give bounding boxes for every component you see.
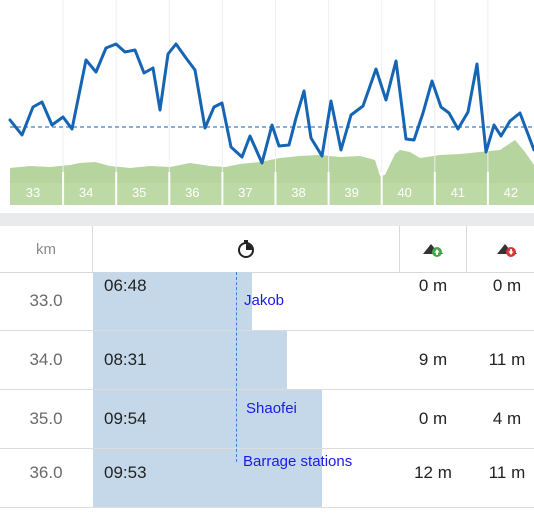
ascent-icon [423,244,443,257]
average-time-marker [236,272,237,462]
chart-canvas: 33 34 35 36 37 38 39 40 41 42 [8,0,534,205]
descent-cell: 4 m [492,409,522,428]
poi-label[interactable]: Shaofei [246,400,297,417]
km-tick-label: 37 [238,185,252,200]
time-cell: 08:31 [104,350,147,369]
header-divider [399,226,400,272]
table-row[interactable]: 36.0 09:53 Barrage stations 12 m 11 m [0,449,534,508]
header-km: km [36,240,56,258]
km-tick-label: 38 [291,185,305,200]
section-divider [0,213,534,226]
km-separator [327,172,330,205]
pace-elevation-chart[interactable]: 33 34 35 36 37 38 39 40 41 42 [0,0,534,213]
ascent-cell: 9 m [418,350,448,369]
table-header: km [0,226,534,273]
km-cell: 33.0 [29,291,63,310]
descent-cell: 0 m [492,276,522,295]
ascent-cell: 0 m [418,276,448,295]
km-tick-label: 33 [26,185,40,200]
stopwatch-icon [238,240,254,258]
time-bar [93,390,322,448]
header-divider [466,226,467,272]
header-ascent[interactable] [400,226,466,272]
table-row[interactable]: 34.0 08:31 9 m 11 m [0,331,534,390]
km-separator [168,172,171,205]
km-cell: 35.0 [29,409,63,428]
table-row[interactable]: 35.0 09:54 Shaofei 0 m 4 m [0,390,534,449]
km-separator [380,172,383,205]
header-descent[interactable] [467,226,534,272]
km-tick-label: 39 [344,185,358,200]
km-tick-label: 41 [451,185,465,200]
descent-cell: 11 m [488,463,526,482]
km-separator [486,172,489,205]
km-tick-label: 40 [397,185,411,200]
time-cell: 09:54 [104,409,147,428]
descent-icon [497,244,517,257]
header-time[interactable] [93,226,399,272]
km-separator [433,172,436,205]
km-separator [274,172,277,205]
km-separator [62,172,65,205]
pace-line [8,42,534,165]
km-separator [221,172,224,205]
km-tick-label: 35 [132,185,146,200]
km-cell: 36.0 [29,463,63,482]
km-cell: 34.0 [29,350,63,369]
km-tick-label: 34 [79,185,93,200]
km-tick-label: 36 [185,185,199,200]
header-divider [92,226,93,272]
km-tick-label: 42 [504,185,518,200]
descent-cell: 11 m [488,350,526,369]
km-band [10,183,534,205]
time-cell: 09:53 [104,463,147,482]
km-separator [115,172,118,205]
splits-table: km 33.0 06:4 [0,226,534,508]
time-cell: 06:48 [104,276,147,295]
poi-label[interactable]: Jakob [244,292,285,309]
table-row[interactable]: 33.0 06:48 Jakob 0 m 0 m [0,272,534,331]
time-bar [93,331,287,389]
time-bar [93,272,252,330]
ascent-cell: 0 m [418,409,448,428]
ascent-cell: 12 m [414,463,452,482]
